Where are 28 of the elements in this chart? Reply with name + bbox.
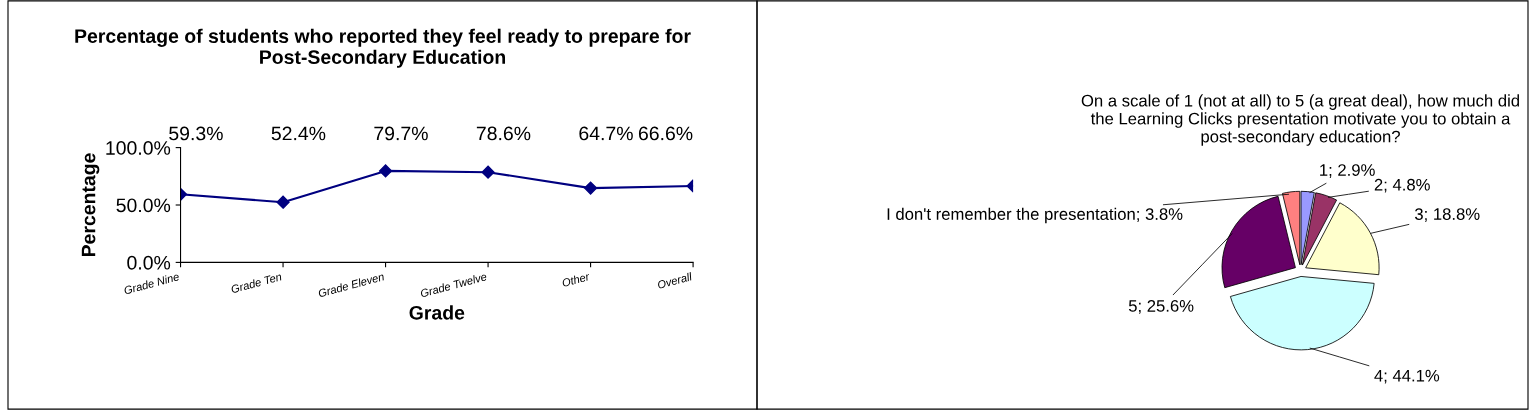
data-label: 66.6% [638,126,693,141]
point [378,164,393,178]
x-tick-label: Grade Twelve [419,272,488,298]
slice-label: 2; 4.8% [1374,178,1430,193]
data-label: 59.3% [169,126,223,141]
slice-label: I don't remember the presentation; 3.8% [887,207,1183,224]
chart-title: Percentage of students who reported they feel ready to prepare for Post-Secondary Education [75,28,691,68]
x-tick-label: Grade Eleven [317,272,385,298]
x-tick-label: Overall [657,272,693,289]
x-axis-title: Grade [409,305,465,320]
slice-label: 1; 2.9% [1320,164,1375,178]
chart-title: On a scale of 1 (not at all) to 5 (a great deal), how much did the Learning Clicks presentation motivate you to obtain a post-secondary education? [1081,94,1519,146]
y-tick-label: 0.0% [127,255,171,270]
x-tick-label: Other [561,272,591,288]
point [583,181,598,195]
data-label: 52.4% [271,126,326,141]
x-tick-label: Grade Nine [123,272,180,295]
y-tick-label: 50.0% [116,198,171,213]
x-tick-label: Grade Ten [230,272,282,294]
data-label: 79.7% [374,126,428,141]
data-label: 64.7% [579,126,633,141]
slice-label: 5; 25.6% [1128,299,1194,314]
data-label: 78.6% [476,126,531,141]
slice-label: 3; 18.8% [1414,208,1480,222]
y-axis-title: Percentage [81,153,100,257]
slice-label: 4; 44.1% [1374,369,1440,384]
y-tick-label: 100.0% [106,141,171,155]
point [481,165,495,179]
